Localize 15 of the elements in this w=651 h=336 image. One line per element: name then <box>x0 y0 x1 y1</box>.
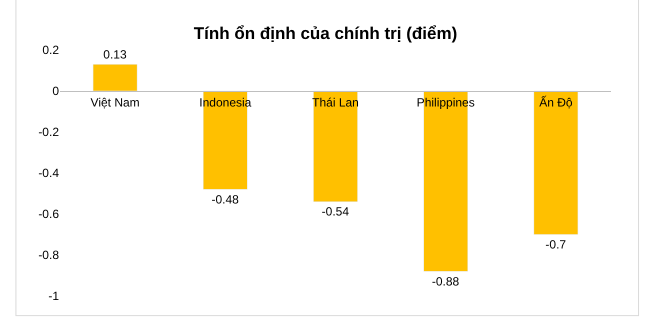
data-label: -0.54 <box>322 204 350 219</box>
data-label: -0.7 <box>545 238 566 252</box>
data-label: 0.13 <box>103 47 127 62</box>
x-tick-label: Việt Nam <box>90 95 140 110</box>
data-label: -0.48 <box>211 192 240 206</box>
y-tick-label: -0.2 <box>38 125 60 140</box>
x-tick-label: Ấn Độ <box>539 95 573 110</box>
y-tick-label: -1 <box>48 289 60 304</box>
y-tick-label: 0.2 <box>42 43 60 58</box>
y-tick-label: -0.4 <box>38 166 60 180</box>
chart-title: Tính ổn định của chính trị (điểm) <box>194 24 458 43</box>
y-tick-label: -0.8 <box>38 248 60 262</box>
data-label: -0.88 <box>432 274 460 288</box>
y-tick-label: 0 <box>52 84 60 98</box>
y-tick-label: -0.6 <box>38 207 60 222</box>
